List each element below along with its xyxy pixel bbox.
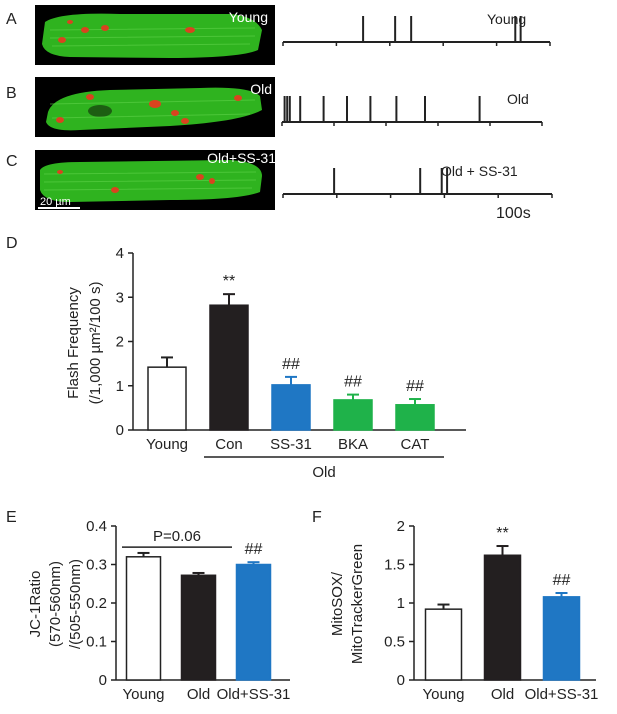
category-label: Old bbox=[187, 686, 210, 703]
flash-spot bbox=[86, 94, 94, 100]
category-label: BKA bbox=[338, 436, 368, 453]
flash-spot bbox=[149, 100, 161, 108]
trace-label-young: Young bbox=[487, 11, 526, 27]
significance-label: ## bbox=[406, 378, 424, 395]
y-tick-label: 0 bbox=[116, 422, 124, 439]
group-label: Old bbox=[312, 464, 335, 481]
y-tick-label: 2 bbox=[397, 518, 405, 535]
panel-letter-d: D bbox=[6, 235, 18, 252]
y-tick-label: 1 bbox=[116, 378, 124, 395]
image-label-old-ss31: Old+SS-31 bbox=[207, 150, 276, 166]
category-label: Old bbox=[491, 686, 514, 703]
flash-trace-old bbox=[281, 96, 543, 126]
flash-spot bbox=[81, 27, 89, 33]
flash-spot bbox=[101, 25, 109, 31]
flash-spot bbox=[57, 170, 63, 174]
flash-spot bbox=[58, 37, 66, 43]
flash-spot bbox=[56, 117, 64, 123]
bar bbox=[125, 556, 162, 681]
bar bbox=[235, 563, 272, 681]
mitosox-chart: MitoSOX/ MitoTrackerGreen 0 0.5 1 1.5 2 Young… bbox=[329, 518, 598, 703]
trace-label-old-ss31: Old + SS-31 bbox=[441, 163, 518, 179]
y-axis-label: (570-560nm) bbox=[47, 561, 64, 647]
panel-letter-e: E bbox=[6, 509, 17, 526]
y-tick-label: 0.1 bbox=[86, 634, 107, 651]
bar bbox=[209, 304, 249, 431]
significance-label: ## bbox=[553, 572, 571, 589]
bracket-label: P=0.06 bbox=[153, 528, 201, 545]
y-tick-label: 4 bbox=[116, 245, 124, 262]
panel-letter-f: F bbox=[312, 509, 322, 526]
panel-letter-b: B bbox=[6, 85, 17, 102]
y-tick-label: 2 bbox=[116, 334, 124, 351]
micrograph-young: Young bbox=[35, 5, 275, 65]
category-label: Con bbox=[215, 436, 243, 453]
category-label: SS-31 bbox=[270, 436, 312, 453]
bar bbox=[395, 404, 435, 431]
flash-spot bbox=[234, 95, 242, 101]
y-tick-label: 1.5 bbox=[384, 557, 405, 574]
scale-bar-label: 20 µm bbox=[40, 196, 71, 208]
jc1-ratio-chart: JC-1Ratio (570-560nm) /(505-550nm) 0 0.1 0… bbox=[27, 518, 290, 703]
micrograph-old: Old bbox=[35, 77, 275, 137]
panel-letter-a: A bbox=[6, 11, 17, 28]
bar bbox=[271, 384, 311, 431]
y-axis-label: /(505-550nm) bbox=[67, 559, 84, 649]
image-label-old: Old bbox=[250, 81, 272, 97]
y-tick-label: 0 bbox=[397, 672, 405, 689]
category-label: Young bbox=[146, 436, 188, 453]
flash-spot bbox=[185, 27, 195, 33]
flash-spot bbox=[209, 178, 215, 184]
y-tick-label: 3 bbox=[116, 289, 124, 306]
y-axis-label: MitoTrackerGreen bbox=[349, 544, 366, 664]
flash-spot bbox=[171, 110, 179, 116]
bar bbox=[542, 596, 581, 681]
bar bbox=[483, 554, 522, 681]
y-axis-label: (/1,000 µm²/100 s) bbox=[87, 282, 104, 405]
micrograph-old-ss31: Old+SS-31 20 µm bbox=[35, 150, 276, 210]
category-label: Young bbox=[123, 686, 165, 703]
y-axis-label: JC-1Ratio bbox=[27, 571, 44, 638]
flash-spot bbox=[181, 118, 189, 124]
category-label: CAT bbox=[401, 436, 430, 453]
flash-spot bbox=[111, 187, 119, 193]
significance-label: ## bbox=[245, 541, 263, 558]
bar bbox=[180, 574, 217, 681]
y-axis-label: Flash Frequency bbox=[65, 287, 82, 399]
y-tick-label: 1 bbox=[397, 595, 405, 612]
bar bbox=[424, 608, 463, 681]
y-tick-label: 0.5 bbox=[384, 634, 405, 651]
image-label-young: Young bbox=[229, 9, 268, 25]
significance-label: ** bbox=[496, 525, 508, 542]
y-axis-label: MitoSOX/ bbox=[329, 571, 346, 636]
significance-label: ## bbox=[344, 374, 362, 391]
y-tick-label: 0.3 bbox=[86, 557, 107, 574]
flash-trace-old-ss31 bbox=[282, 168, 553, 198]
trace-label-old: Old bbox=[507, 91, 529, 107]
bar bbox=[147, 366, 187, 431]
flash-frequency-chart: Flash Frequency (/1,000 µm²/100 s) 0 1 2 3 4… bbox=[65, 245, 466, 481]
flash-spot bbox=[196, 174, 204, 180]
time-scale-label: 100s bbox=[496, 205, 531, 222]
category-label: Young bbox=[423, 686, 465, 703]
y-tick-label: 0.4 bbox=[86, 518, 107, 535]
flash-trace-young bbox=[282, 16, 551, 46]
significance-label: ## bbox=[282, 356, 300, 373]
category-label: Old+SS-31 bbox=[525, 686, 599, 703]
category-label: Old+SS-31 bbox=[217, 686, 291, 703]
y-tick-label: 0.2 bbox=[86, 595, 107, 612]
panel-letter-c: C bbox=[6, 153, 18, 170]
significance-label: ** bbox=[223, 273, 235, 290]
bar bbox=[333, 399, 373, 431]
y-tick-label: 0 bbox=[99, 672, 107, 689]
flash-spot bbox=[67, 20, 73, 24]
